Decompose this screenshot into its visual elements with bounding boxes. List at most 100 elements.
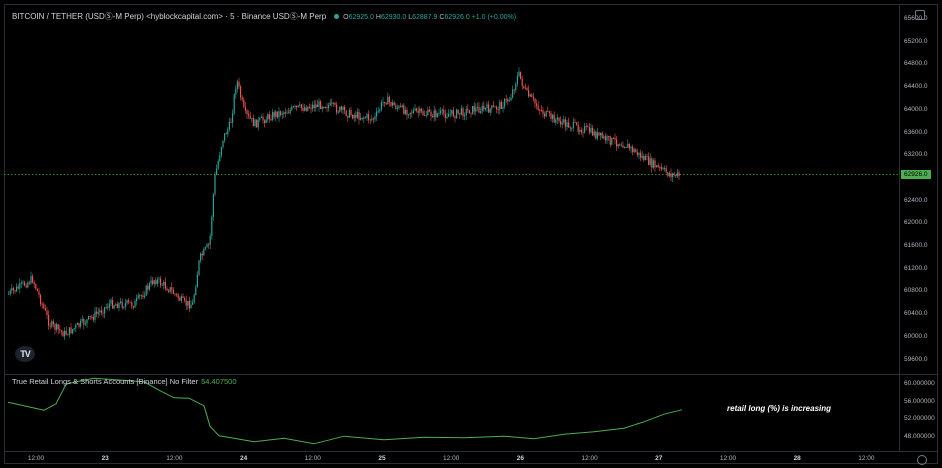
candle-body (644, 156, 646, 161)
candle-body (56, 324, 58, 330)
candle-body (568, 122, 570, 128)
candle-body (38, 291, 40, 296)
candle-body (48, 315, 50, 326)
open-value: 62925.0 (348, 14, 374, 21)
candle-body (171, 287, 173, 290)
candle-body (12, 288, 14, 291)
tradingview-logo-icon[interactable]: TV (15, 346, 35, 362)
candle-body (265, 119, 267, 124)
candle-body (483, 105, 485, 110)
candle-body (297, 105, 299, 108)
candle-body (216, 168, 218, 175)
candle-body (134, 301, 136, 308)
candle-body (310, 107, 312, 109)
candle-body (364, 117, 366, 119)
pane-separator[interactable] (4, 374, 938, 375)
candle-body (65, 330, 67, 335)
candle-body (472, 105, 474, 114)
candle-body (502, 106, 504, 109)
candle-body (409, 112, 411, 115)
chart-annotation[interactable]: retail long (%) is increasing (727, 404, 832, 413)
candle-body (49, 325, 51, 327)
chart-frame (4, 4, 938, 464)
candle-body (280, 111, 282, 115)
candle-body (16, 286, 18, 292)
candle-body (296, 105, 298, 108)
candle-body (28, 282, 30, 284)
candle-body (248, 114, 250, 116)
candle-body (94, 311, 96, 320)
candle-body (153, 280, 155, 285)
candle-body (675, 174, 677, 177)
candle-body (275, 111, 277, 117)
candle-body (14, 290, 16, 292)
candle-body (72, 329, 74, 334)
candle-body (225, 133, 227, 135)
candle-body (548, 111, 550, 113)
candle-body (656, 165, 658, 168)
candle-body (640, 152, 642, 158)
candle-body (584, 126, 586, 133)
candle-body (491, 105, 493, 109)
price-axis[interactable]: 65600.0 65200.0 64800.0 64400.0 64000.0 63600… (899, 4, 939, 451)
candle-body (144, 295, 146, 297)
candle-body (168, 290, 170, 292)
candle-body (268, 114, 270, 119)
candle-body (632, 146, 634, 152)
candle-body (273, 112, 275, 117)
candlestick-chart[interactable] (4, 4, 899, 374)
candle-body (545, 110, 547, 117)
candle-body (619, 144, 621, 146)
candle-body (531, 94, 533, 97)
symbol-title[interactable]: BITCOIN / TETHER (USDⓈ-M Perp) <hyblockc… (12, 12, 327, 21)
candle-body (308, 106, 310, 108)
candle-body (611, 137, 613, 145)
candle-body (643, 155, 645, 161)
candle-body (107, 307, 109, 308)
candle-body (520, 71, 522, 79)
candle-body (606, 136, 608, 141)
candle-body (252, 117, 254, 127)
gear-icon[interactable] (915, 10, 925, 20)
indicator-title[interactable]: True Retail Longs & Shorts Accounts [Bin… (12, 377, 199, 386)
candle-body (505, 99, 507, 100)
price-axis-label: 61200.0 (904, 264, 928, 272)
candle-body (150, 280, 152, 284)
candle-body (523, 85, 525, 88)
candle-body (307, 106, 309, 111)
candle-body (54, 323, 56, 330)
candle-body (254, 119, 256, 127)
settings-icon[interactable] (917, 455, 927, 465)
indicator-chart[interactable] (4, 375, 899, 451)
candle-body (366, 114, 368, 118)
candle-body (448, 114, 450, 117)
candle-body (8, 293, 10, 295)
indicator-pane[interactable] (4, 375, 899, 451)
candle-body (361, 117, 363, 119)
candle-body (17, 286, 19, 289)
candle-body (105, 307, 107, 308)
candle-body (331, 102, 333, 104)
candle-body (347, 116, 349, 118)
low-value: 62887.9 (412, 14, 438, 21)
candle-body (609, 136, 611, 145)
candle-body (633, 149, 635, 152)
candle-body (598, 132, 600, 136)
time-axis[interactable]: 12:00 23 12:00 24 12:00 25 12:00 26 12:00 27 12:00… (4, 451, 938, 465)
candle-body (155, 280, 157, 284)
candle-body (486, 104, 488, 108)
price-pane[interactable] (4, 4, 899, 374)
candle-body (25, 285, 27, 288)
candle-body (430, 111, 432, 117)
candle-body (532, 96, 534, 99)
candle-body (398, 106, 400, 108)
candle-body (433, 110, 435, 118)
candle-body (628, 143, 630, 149)
candle-body (358, 111, 360, 120)
candle-body (164, 281, 166, 289)
candle-body (59, 329, 61, 331)
candle-body (603, 136, 605, 138)
candle-body (86, 319, 88, 324)
candle-body (64, 330, 66, 337)
candle-body (672, 173, 674, 178)
